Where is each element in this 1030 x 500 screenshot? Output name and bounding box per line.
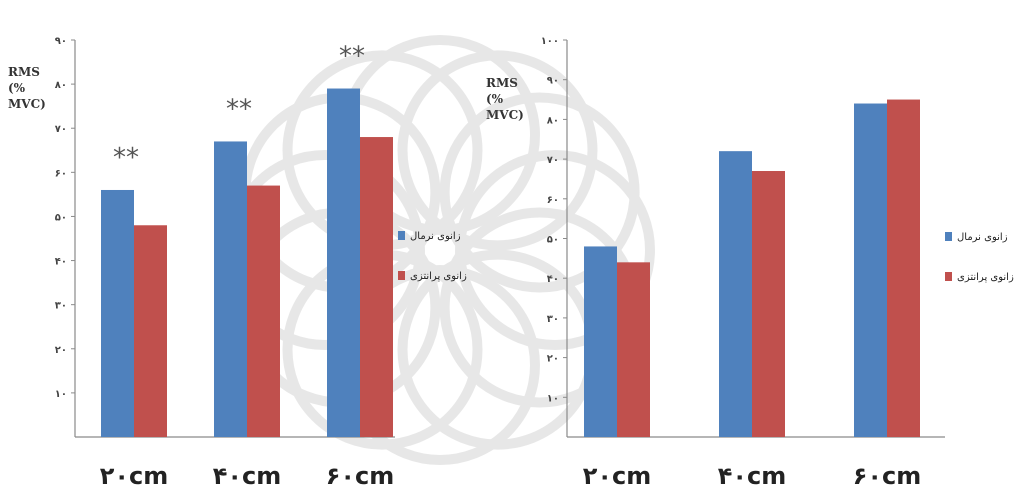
chart-1-y-tick-label: ۵۰ — [55, 212, 67, 223]
chart-2-bar-bowleg-1 — [617, 262, 650, 437]
chart-2-y-axis-title-line-2: (% — [486, 92, 504, 106]
chart-1-y-tick-label: ۸۰ — [55, 80, 67, 91]
chart-1-x-tick-label: ۲۰cm — [100, 462, 169, 490]
chart-1-significance-marker: ** — [226, 94, 252, 124]
chart-1-bar-normal-1 — [101, 189, 134, 437]
chart-1-y-tick-label: ۱۰ — [55, 389, 67, 400]
chart-1-x-tick-label: ۶۰cm — [326, 462, 395, 490]
chart-2-y-tick-label: ۶۰ — [547, 195, 559, 206]
chart-1-bar-bowleg-3 — [360, 137, 393, 438]
chart-2-y-tick-label: ۲۰ — [547, 354, 559, 365]
chart-2-y-tick-label: ۷۰ — [547, 155, 559, 166]
chart-2-y-tick-label: ۴۰ — [547, 274, 559, 285]
chart-1-legend-label-2: زانوی پرانتزی — [410, 271, 467, 282]
chart-1-y-tick-label: ۴۰ — [55, 257, 67, 268]
chart-1-y-axis-title: RMS (% MVC) — [8, 64, 46, 112]
chart-1-bar-bowleg-2 — [247, 185, 280, 437]
chart-2-y-tick-label: ۹۰ — [547, 76, 559, 87]
chart-2-legend-swatch-2 — [945, 272, 952, 281]
chart-1-significance-marker: ** — [339, 42, 365, 72]
chart-1-y-tick-label: ۷۰ — [55, 124, 67, 135]
chart-2-y-tick-label: ۵۰ — [547, 235, 559, 246]
chart-2-y-axis-title-line-3: MVC) — [486, 108, 524, 122]
chart-2-legend-label-2: زانوی پرانتزی — [957, 272, 1014, 283]
chart-2-y-tick-label: ۳۰ — [547, 314, 559, 325]
chart-1-y-tick-label: ۹۰ — [55, 36, 67, 47]
chart-1-significance-marker: ** — [113, 143, 139, 173]
chart-2-legend-swatch-1 — [945, 232, 952, 241]
chart-1-legend-swatch-2 — [398, 271, 405, 280]
chart-1-y-axis-title-line-2: (% — [8, 81, 26, 95]
chart-2-y-axis-title: RMS (% MVC) — [486, 75, 524, 123]
chart-2-x-tick-label: ۲۰cm — [583, 462, 652, 490]
chart-1-bar-bowleg-1 — [134, 225, 167, 437]
chart-2-bar-normal-3 — [854, 103, 887, 438]
chart-2-y-axis-title-line-1: RMS — [486, 76, 518, 90]
chart-1-legend-label-1: زانوی نرمال — [410, 231, 461, 242]
chart-2-bar-normal-1 — [584, 246, 617, 437]
chart-2-bar-bowleg-3 — [887, 99, 920, 438]
chart-2-y-tick-label: ۸۰ — [547, 115, 559, 126]
chart-1-x-tick-label: ۴۰cm — [213, 462, 282, 490]
chart-1-y-axis-title-line-1: RMS — [8, 65, 40, 79]
chart-2-bar-bowleg-2 — [752, 171, 785, 437]
chart-1-bar-normal-2 — [214, 141, 247, 437]
chart-2-bar-normal-2 — [719, 151, 752, 437]
chart-1-y-axis-title-line-3: MVC) — [8, 97, 46, 111]
chart-1-bar-normal-3 — [327, 88, 360, 438]
chart-1-y-tick-label: ۲۰ — [55, 345, 67, 356]
chart-1-y-tick-label: ۳۰ — [55, 301, 67, 312]
chart-2-x-tick-label: ۴۰cm — [718, 462, 787, 490]
chart-2-x-tick-label: ۶۰cm — [853, 462, 922, 490]
chart-1-legend-swatch-1 — [398, 231, 405, 240]
chart-1-y-tick-label: ۶۰ — [55, 168, 67, 179]
chart-2-y-tick-label: ۱۰۰ — [541, 36, 559, 47]
chart-2-legend-label-1: زانوی نرمال — [957, 232, 1008, 243]
chart-2-y-tick-label: ۱۰ — [547, 393, 559, 404]
